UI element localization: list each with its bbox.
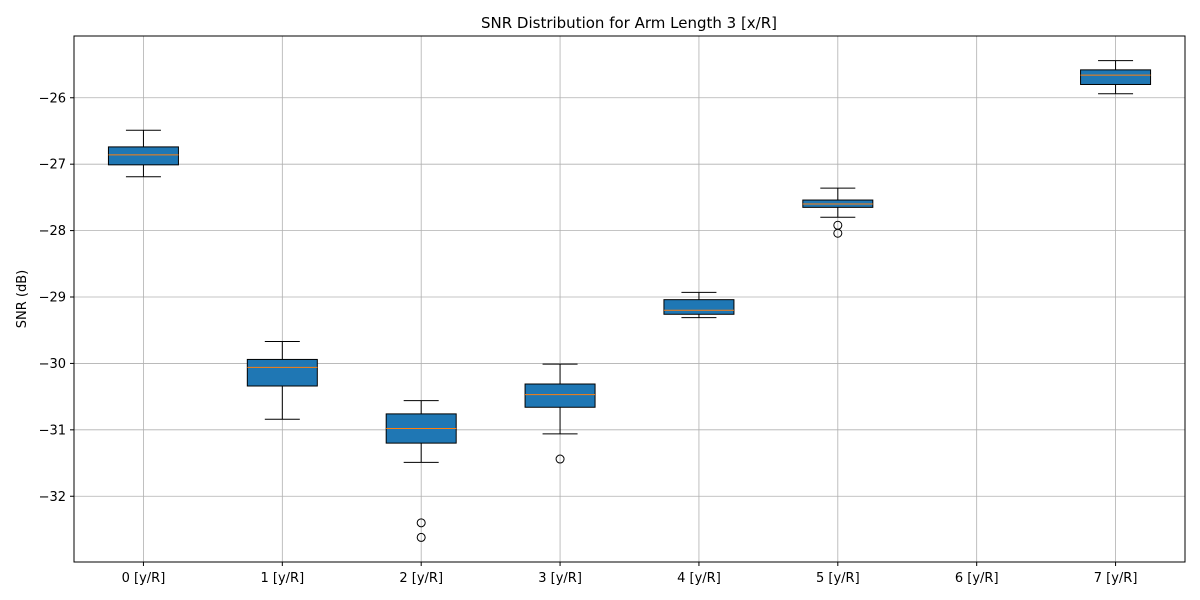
y-tick-label: −30 xyxy=(39,357,66,372)
box-group xyxy=(1080,60,1152,95)
box-group xyxy=(524,363,596,464)
y-tick-label: −32 xyxy=(39,490,66,505)
box-layer xyxy=(107,60,1152,542)
outlier-point xyxy=(833,228,843,238)
y-tick-label: −31 xyxy=(39,423,66,438)
y-tick-label: −28 xyxy=(39,224,66,239)
x-tick-label: 0 [y/R] xyxy=(122,571,166,586)
y-tick-label: −27 xyxy=(39,158,66,173)
y-tick-label: −26 xyxy=(39,91,66,106)
box-group xyxy=(663,291,735,319)
axes-frame xyxy=(73,35,1186,563)
y-tick-label: −29 xyxy=(39,291,66,306)
chart-title: SNR Distribution for Arm Length 3 [x/R] xyxy=(481,14,777,32)
iqr-box xyxy=(1080,69,1152,85)
box-group xyxy=(107,129,179,178)
iqr-box xyxy=(107,146,179,166)
x-tick-label: 2 [y/R] xyxy=(399,571,443,586)
outlier-point xyxy=(416,518,426,528)
iqr-box xyxy=(246,358,318,387)
x-tick-label: 3 [y/R] xyxy=(538,571,582,586)
y-axis-label: SNR (dB) xyxy=(15,270,30,328)
x-tick-label: 6 [y/R] xyxy=(955,571,999,586)
tick-layer: 0 [y/R] 1 [y/R] 2 [y/R] 3 [y/R] 4 [y/R] 5 [y/… xyxy=(39,91,1138,586)
box-group xyxy=(385,400,457,542)
box-group xyxy=(802,187,874,238)
x-tick-label: 7 [y/R] xyxy=(1094,571,1138,586)
x-tick-label: 1 [y/R] xyxy=(260,571,304,586)
grid-layer xyxy=(74,36,1185,562)
iqr-box xyxy=(524,383,596,408)
x-tick-label: 4 [y/R] xyxy=(677,571,721,586)
outlier-point xyxy=(416,532,426,542)
x-tick-label: 5 [y/R] xyxy=(816,571,860,586)
outlier-point xyxy=(555,454,565,464)
iqr-box xyxy=(663,299,735,315)
box-group xyxy=(246,341,318,420)
